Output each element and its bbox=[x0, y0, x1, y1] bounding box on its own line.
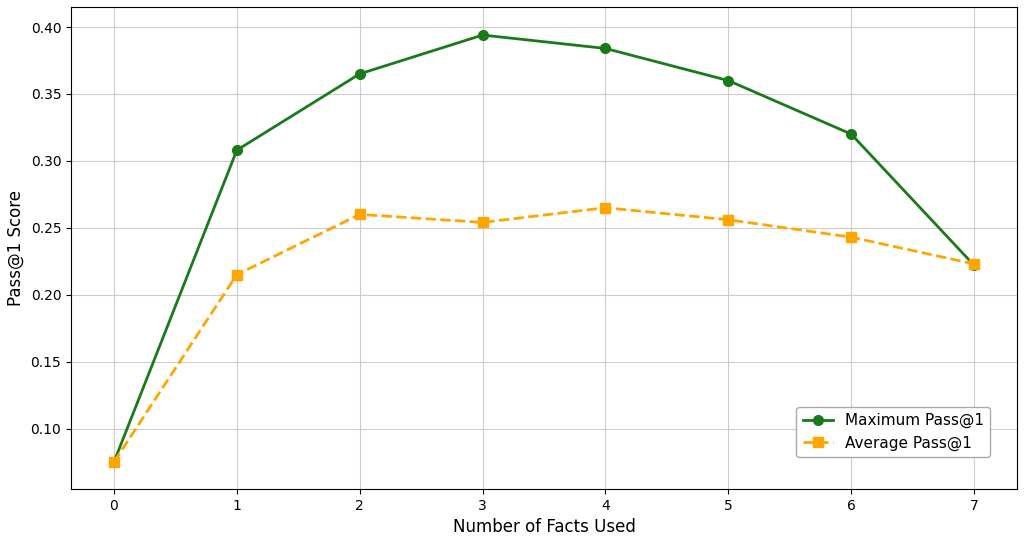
Maximum Pass@1 bbox=[230, 147, 243, 154]
Average Pass@1 bbox=[968, 261, 980, 267]
Maximum Pass@1 bbox=[968, 262, 980, 269]
Maximum Pass@1 bbox=[599, 45, 611, 52]
Average Pass@1 bbox=[230, 272, 243, 278]
Average Pass@1 bbox=[476, 219, 488, 226]
Average Pass@1 bbox=[599, 205, 611, 211]
X-axis label: Number of Facts Used: Number of Facts Used bbox=[453, 518, 636, 536]
Maximum Pass@1 bbox=[353, 71, 366, 77]
Maximum Pass@1 bbox=[722, 77, 734, 84]
Maximum Pass@1 bbox=[108, 459, 120, 465]
Average Pass@1 bbox=[845, 234, 857, 241]
Maximum Pass@1 bbox=[476, 32, 488, 39]
Line: Average Pass@1: Average Pass@1 bbox=[110, 203, 979, 467]
Average Pass@1 bbox=[108, 459, 120, 465]
Legend: Maximum Pass@1, Average Pass@1: Maximum Pass@1, Average Pass@1 bbox=[797, 407, 990, 457]
Y-axis label: Pass@1 Score: Pass@1 Score bbox=[7, 190, 25, 306]
Average Pass@1 bbox=[353, 211, 366, 218]
Average Pass@1 bbox=[722, 217, 734, 223]
Maximum Pass@1 bbox=[845, 131, 857, 137]
Line: Maximum Pass@1: Maximum Pass@1 bbox=[110, 30, 979, 467]
